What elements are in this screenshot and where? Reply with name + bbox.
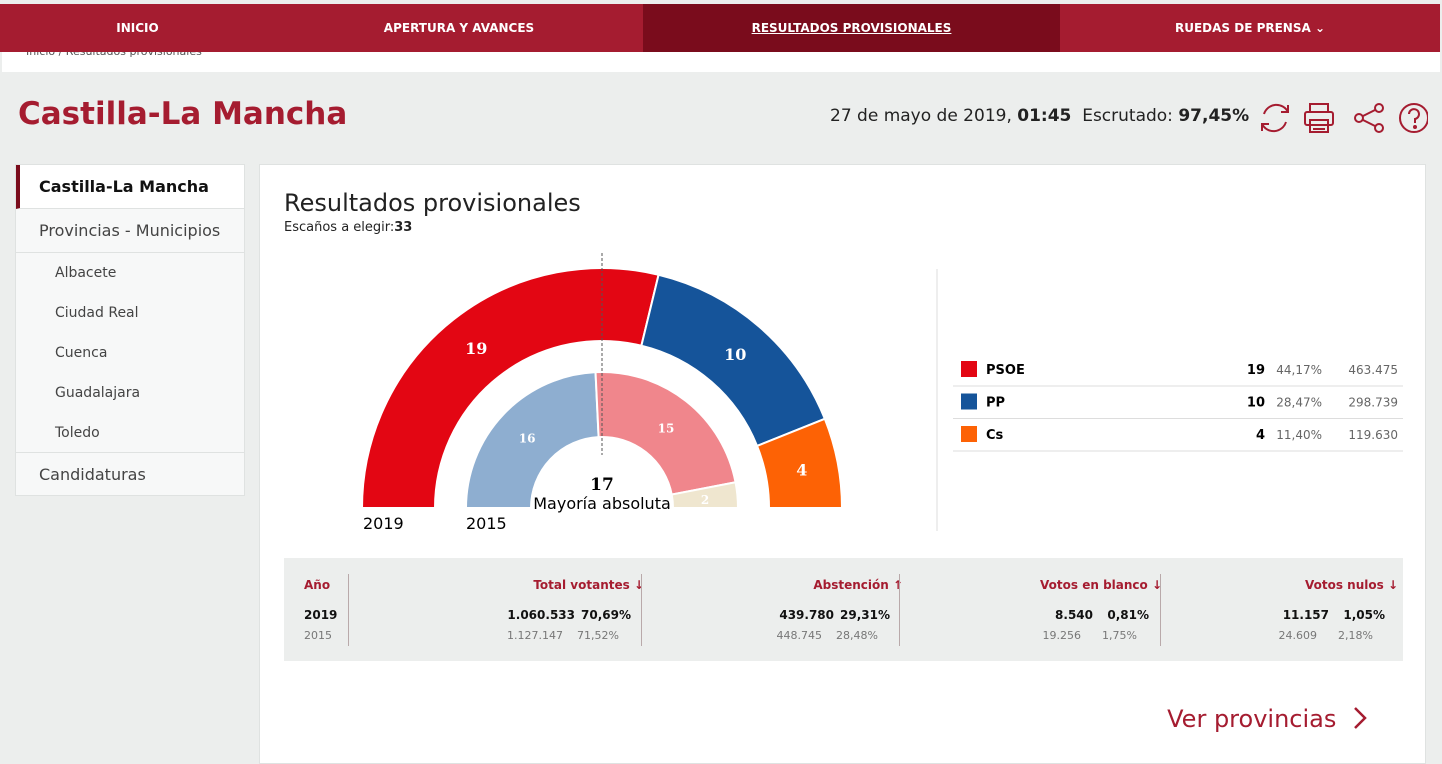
seat-arc	[670, 481, 740, 509]
year-label: 2015	[466, 514, 507, 533]
legend-seats: 4	[1256, 428, 1265, 443]
pct-cell: 1,75%	[1102, 629, 1137, 642]
legend-name: PP	[986, 396, 1005, 411]
province-item[interactable]: Guadalajara	[55, 385, 141, 401]
seat-label: 10	[724, 345, 746, 364]
seats-info: Escaños a elegir:33	[284, 220, 412, 235]
refresh-icon[interactable]	[1261, 103, 1289, 133]
help-icon[interactable]	[1399, 103, 1428, 133]
count-cell: 24.609	[1278, 629, 1318, 642]
share-icon[interactable]	[1354, 103, 1384, 133]
seat-arc	[360, 267, 660, 509]
seat-label: 2	[701, 493, 709, 507]
legend-swatch	[961, 361, 977, 377]
column-header: Votos nulos ↓	[1305, 578, 1398, 592]
province-item[interactable]: Toledo	[16, 413, 244, 453]
seat-label: 19	[465, 339, 487, 358]
legend-pct: 11,40%	[1276, 428, 1322, 442]
seat-label: 15	[658, 422, 675, 436]
chevron	[1354, 707, 1367, 729]
pct-cell: 71,52%	[577, 629, 619, 642]
nav-item[interactable]: INICIO	[116, 21, 159, 35]
legend-name: Cs	[986, 428, 1004, 443]
scrutiny-label: Escrutado:	[1082, 106, 1173, 126]
breadcrumb[interactable]: Inicio / Resultados provisionales	[2, 52, 1440, 72]
nav-item[interactable]: RESULTADOS PROVISIONALES	[643, 4, 1060, 52]
seat-label: 4	[796, 460, 807, 479]
legend-pct: 28,47%	[1276, 396, 1322, 410]
nav-bar: INICIO APERTURA Y AVANCES RESULTADOS PROVI…	[0, 4, 1440, 52]
legend-votes: 298.739	[1348, 396, 1398, 410]
column-separator	[641, 574, 642, 646]
legend-swatch	[961, 393, 977, 410]
time: 01:45	[1017, 106, 1072, 126]
year-label: 2019	[363, 514, 404, 533]
province-item[interactable]: Cuenca	[55, 345, 108, 361]
year-cell: 2019	[304, 608, 338, 622]
pct-cell: 1,05%	[1343, 608, 1385, 622]
print-icon[interactable]	[1304, 103, 1334, 133]
legend-seats: 10	[1247, 396, 1265, 411]
seat-arc	[464, 371, 600, 509]
column-separator	[899, 574, 900, 646]
count-cell: 11.157	[1282, 608, 1329, 622]
sidebar: Castilla-La Mancha Provincias - Municipi…	[15, 164, 245, 496]
count-cell: 8.540	[1055, 608, 1093, 622]
nav-item[interactable]: RUEDAS DE PRENSA ⌄	[1174, 21, 1326, 35]
majority-label: Mayoría absoluta	[533, 494, 671, 513]
legend-swatch	[961, 426, 977, 442]
seat-arc	[755, 417, 844, 509]
count-cell: 1.060.533	[507, 608, 575, 622]
link-text[interactable]: Ver provincias	[1167, 705, 1337, 733]
pct-cell: 2,18%	[1338, 629, 1373, 642]
sidebar-item[interactable]: Candidaturas	[39, 465, 146, 484]
legend-votes: 119.630	[1348, 428, 1398, 442]
seat-label: 16	[519, 432, 536, 446]
sidebar-section[interactable]: Provincias - Municipios	[16, 209, 244, 253]
stats-table: Año Total votantes ↓ Abstención ↑ Votos en …	[284, 558, 1403, 661]
province-item[interactable]: Albacete	[55, 265, 117, 281]
majority-value: 17	[590, 475, 614, 495]
count-cell: 19.256	[1042, 629, 1082, 642]
nav-item[interactable]: APERTURA Y AVANCES	[383, 21, 535, 35]
column-separator	[348, 574, 349, 646]
count-cell: 439.780	[779, 608, 834, 622]
province-item[interactable]: Ciudad Real	[55, 305, 139, 321]
seats-total: 33	[394, 220, 413, 235]
seat-arc	[594, 371, 737, 496]
page-title: Castilla-La Mancha	[18, 96, 348, 132]
panel-title: Resultados provisionales	[284, 189, 581, 217]
count-cell: 1.127.147	[507, 629, 563, 642]
column-header: Total votantes ↓	[533, 578, 644, 592]
legend-pct: 44,17%	[1276, 363, 1322, 377]
pct-cell: 0,81%	[1107, 608, 1149, 622]
pct-cell: 28,48%	[836, 629, 878, 642]
scrutiny: 97,45%	[1178, 106, 1250, 126]
legend-votes: 463.475	[1348, 363, 1398, 377]
pct-cell: 29,31%	[840, 608, 890, 622]
link[interactable]: Ver provincias	[1167, 705, 1370, 733]
legend-seats: 19	[1247, 363, 1265, 378]
update-info: 27 de mayo de 2019, 01:45 Escrutado: 97,…	[830, 106, 1249, 126]
sidebar-item[interactable]: Castilla-La Mancha	[16, 165, 244, 209]
count-cell: 448.745	[776, 629, 823, 642]
column-header: Abstención ↑	[813, 578, 903, 592]
column-header: Votos en blanco ↓	[1040, 578, 1162, 592]
pct-cell: 70,69%	[581, 608, 631, 622]
toolbar-icons	[1261, 103, 1428, 133]
column-header: Año	[304, 578, 331, 592]
results-panel: 19 10 4 16 15 2 17 Mayoría absoluta 2019 2015 PSOE…	[259, 164, 1426, 764]
legend-name: PSOE	[986, 363, 1025, 378]
province-list: Albacete Ciudad Real Cuenca Guadalajara Tole…	[16, 253, 244, 453]
year-cell: 2015	[304, 629, 332, 642]
seats-label: Escaños a elegir:	[284, 220, 395, 235]
column-separator	[1160, 574, 1161, 646]
date: 27 de mayo de 2019,	[830, 106, 1012, 126]
